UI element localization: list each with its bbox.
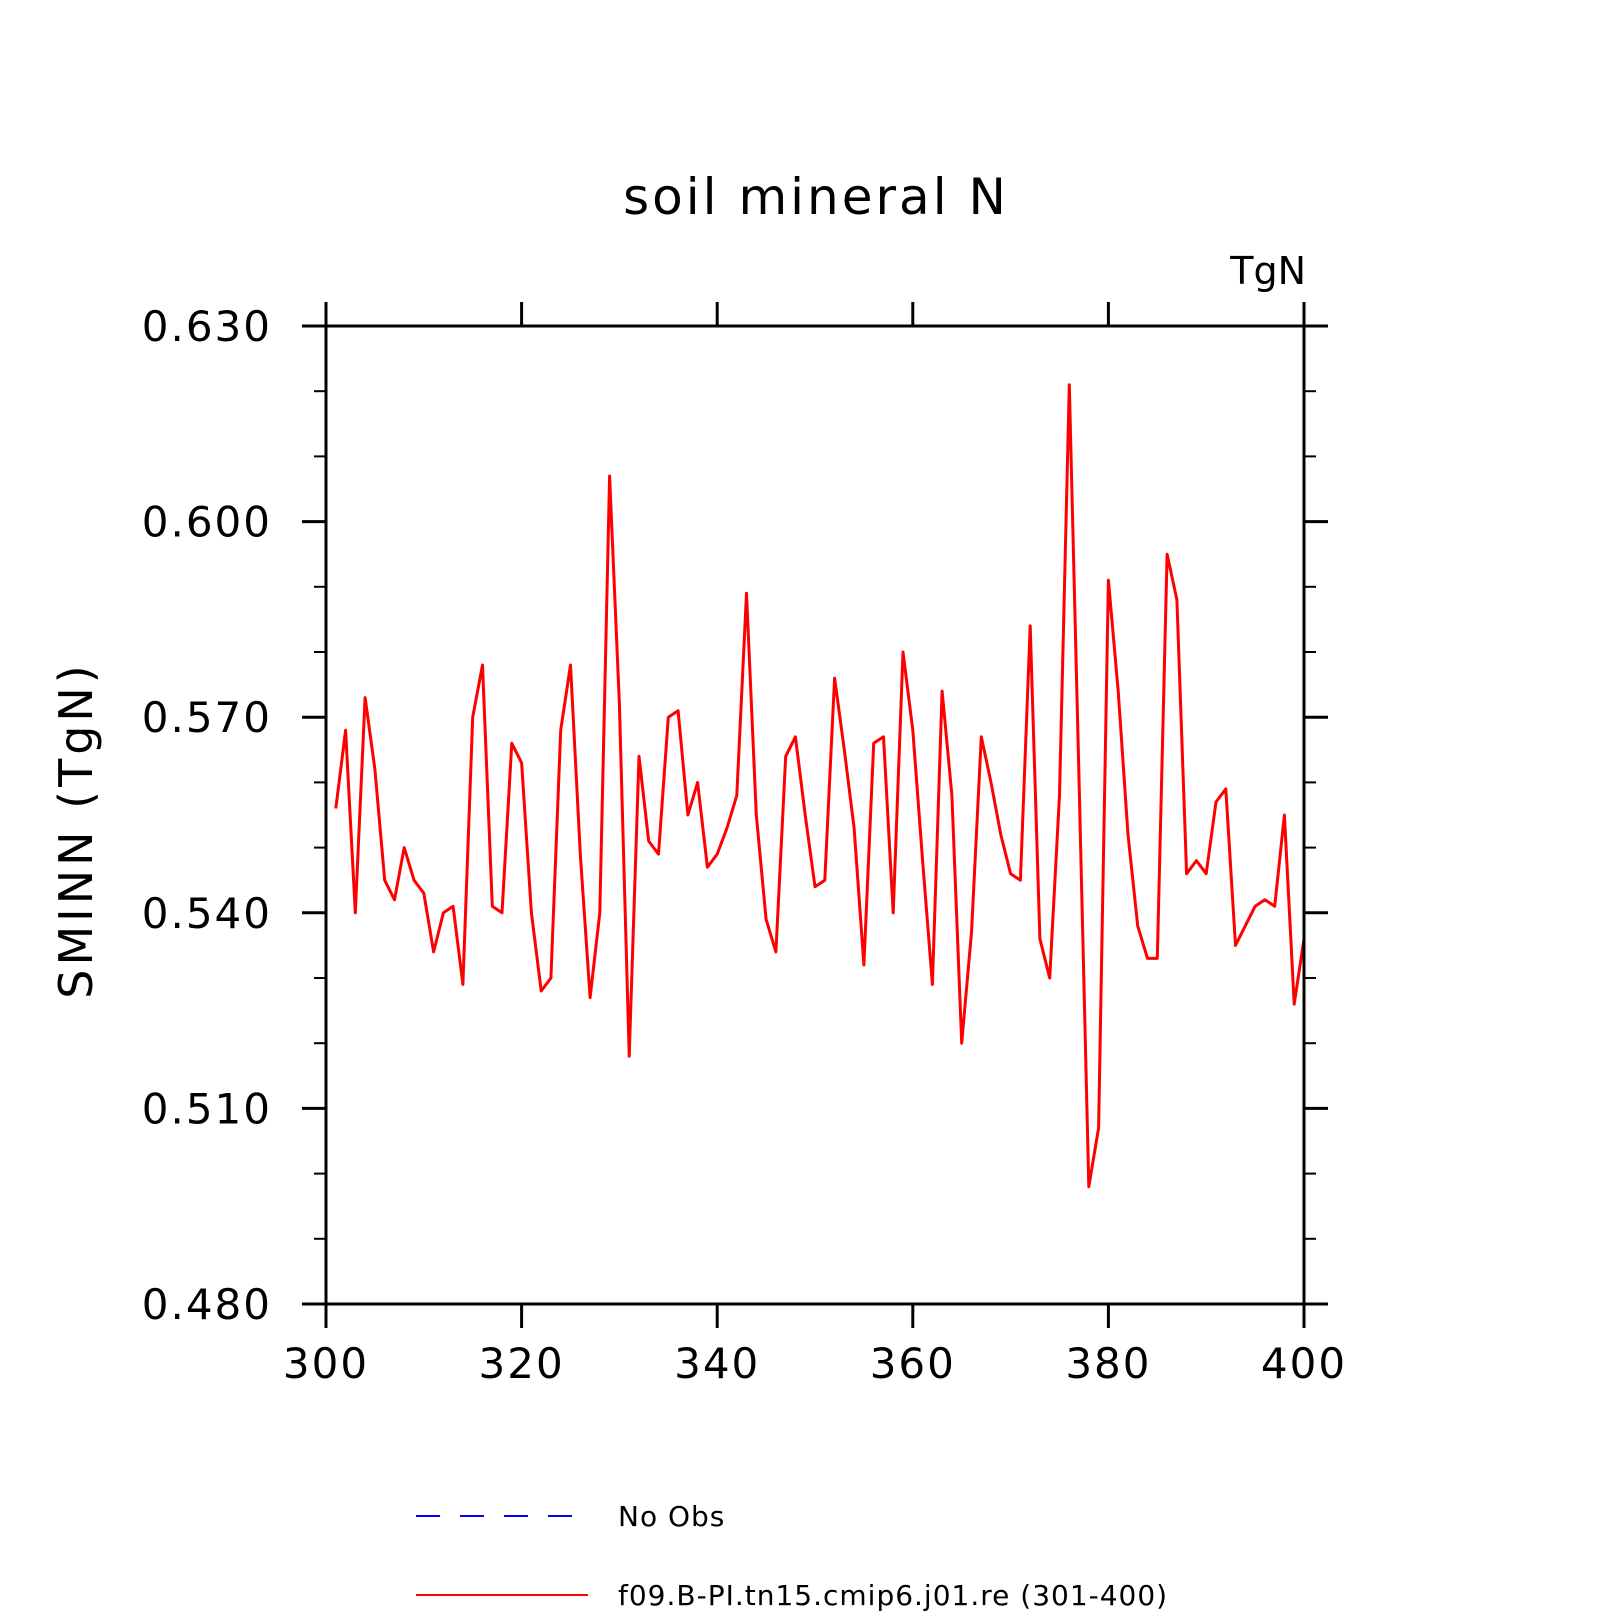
y-tick-label: 0.510 — [142, 1084, 272, 1133]
tick-labels: 300 320 340 360 380 400 0.480 0.510 0.540 0.570 0.… — [142, 302, 1347, 1388]
chart-title: soil mineral N — [623, 168, 1009, 226]
x-tick-label: 380 — [1065, 1339, 1151, 1388]
x-tick-label: 400 — [1261, 1339, 1347, 1388]
y-axis-label: SMINN (TgN) — [49, 661, 103, 999]
legend: No Obs f09.B-PI.tn15.cmip6.j01.re (301-4… — [416, 1500, 1168, 1612]
x-tick-label: 360 — [870, 1339, 956, 1388]
legend-label-no-obs: No Obs — [618, 1500, 725, 1533]
x-tick-label: 340 — [674, 1339, 760, 1388]
series-line-model-run — [334, 383, 1306, 1189]
x-tick-label: 300 — [283, 1339, 369, 1388]
legend-label-model-run: f09.B-PI.tn15.cmip6.j01.re (301-400) — [618, 1579, 1168, 1612]
y-tick-label: 0.570 — [142, 693, 272, 742]
y-tick-label: 0.540 — [142, 889, 272, 938]
series-layer — [334, 383, 1306, 1189]
y-tick-label: 0.480 — [142, 1280, 272, 1329]
axis-ticks — [302, 302, 1328, 1328]
x-tick-label: 320 — [479, 1339, 565, 1388]
plot-frame — [324, 324, 1306, 1306]
units-label: TgN — [1229, 249, 1306, 293]
y-tick-label: 0.600 — [142, 498, 272, 547]
y-tick-label: 0.630 — [142, 302, 272, 351]
